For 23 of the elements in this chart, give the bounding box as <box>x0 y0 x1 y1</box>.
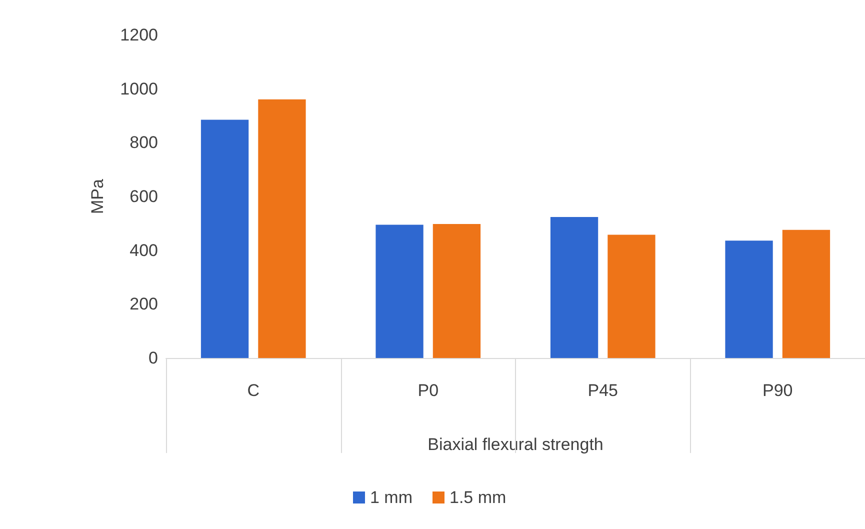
y-tick-label: 600 <box>130 187 158 206</box>
x-tick-label: P90 <box>762 381 793 400</box>
x-tick-label: P0 <box>418 381 439 400</box>
y-tick-label: 400 <box>130 240 158 260</box>
y-tick-label: 1000 <box>120 79 158 98</box>
bar <box>376 224 424 358</box>
legend-label: 1 mm <box>370 488 412 507</box>
x-axis-title: Biaxial flexural strength <box>428 435 604 454</box>
y-axis-title: MPa <box>88 178 107 214</box>
y-tick-label: 1200 <box>120 26 158 44</box>
bar <box>725 240 773 358</box>
x-tick-label: C <box>247 381 260 400</box>
legend-label: 1.5 mm <box>450 488 506 507</box>
bar <box>432 224 481 358</box>
bar <box>200 120 249 358</box>
x-tick-label: P45 <box>588 381 618 400</box>
bar <box>782 230 830 358</box>
y-tick-label: 0 <box>148 348 158 368</box>
bar <box>258 99 306 358</box>
bar <box>550 216 598 358</box>
y-tick-label: 200 <box>130 294 158 314</box>
bar <box>608 234 656 358</box>
y-tick-label: 800 <box>130 133 158 152</box>
